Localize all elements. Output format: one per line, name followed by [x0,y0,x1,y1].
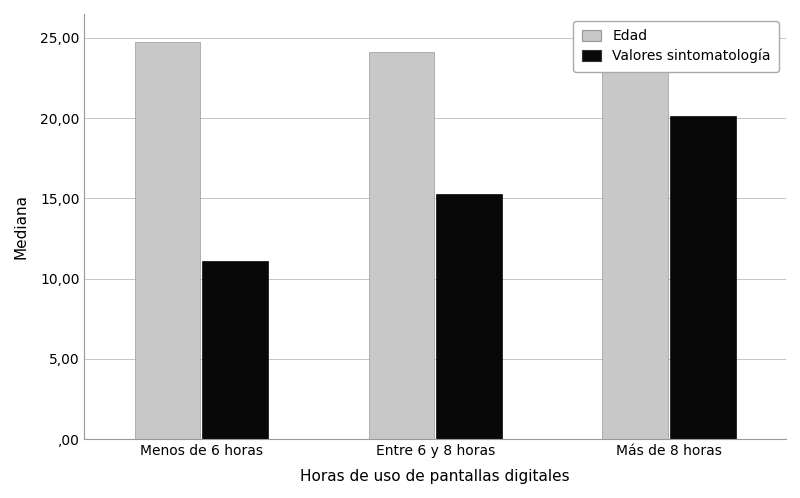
X-axis label: Horas de uso de pantallas digitales: Horas de uso de pantallas digitales [301,469,570,484]
Legend: Edad, Valores sintomatología: Edad, Valores sintomatología [574,21,779,72]
Bar [602,60,668,439]
Bar [202,261,268,439]
Bar [670,116,736,439]
Y-axis label: Mediana: Mediana [14,194,29,259]
Bar [437,194,502,439]
Bar [369,52,434,439]
Bar [134,42,200,439]
